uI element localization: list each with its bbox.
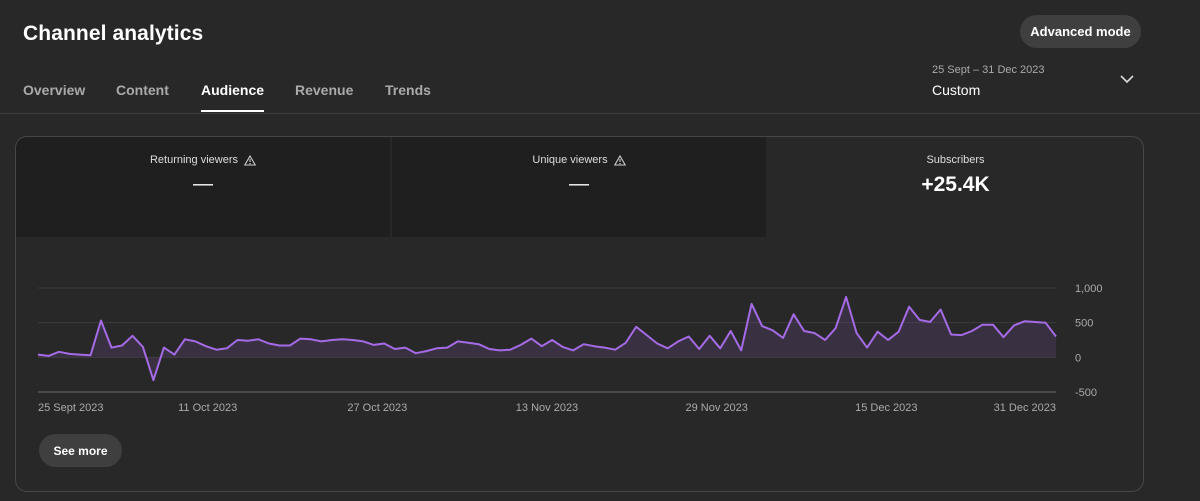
- page-title: Channel analytics: [23, 22, 204, 45]
- tab-content[interactable]: Content: [116, 82, 169, 98]
- tab-audience[interactable]: Audience: [201, 82, 265, 112]
- date-range-picker[interactable]: 25 Sept – 31 Dec 2023 Custom: [932, 64, 1142, 104]
- metric-returning-viewers[interactable]: Returning viewers —: [16, 137, 390, 237]
- x-tick-label: 29 Nov 2023: [685, 402, 747, 414]
- y-tick-label: 0: [1075, 352, 1081, 364]
- tab-trends[interactable]: Trends: [385, 82, 431, 98]
- metric-unique-viewers[interactable]: Unique viewers —: [392, 137, 766, 237]
- y-tick-label: 500: [1075, 318, 1093, 330]
- metric-label: Unique viewers: [532, 154, 608, 166]
- metric-label: Returning viewers: [149, 154, 239, 166]
- tab-overview[interactable]: Overview: [23, 82, 86, 98]
- tab-revenue[interactable]: Revenue: [295, 82, 354, 98]
- tab-divider: [0, 113, 1200, 114]
- x-tick-label: 25 Sept 2023: [38, 402, 103, 414]
- metric-label: Subscribers: [926, 154, 985, 166]
- date-range-preset: Custom: [932, 82, 981, 98]
- advanced-mode-button[interactable]: Advanced mode: [1020, 15, 1141, 48]
- x-tick-label: 27 Oct 2023: [347, 402, 407, 414]
- metric-value: +25.4K: [921, 173, 990, 196]
- metric-value: —: [569, 173, 589, 195]
- y-tick-label: -500: [1075, 387, 1097, 399]
- x-tick-label: 15 Dec 2023: [855, 402, 917, 414]
- x-tick-label: 11 Oct 2023: [178, 402, 237, 414]
- x-tick-label: 13 Nov 2023: [516, 402, 578, 414]
- x-tick-label: 31 Dec 2023: [994, 402, 1056, 414]
- warning-icon: [613, 154, 626, 166]
- series-area: [38, 297, 1056, 381]
- metric-subscribers[interactable]: Subscribers +25.4K: [768, 137, 1143, 237]
- analytics-card: Returning viewers — Unique viewers — Sub…: [15, 136, 1144, 492]
- subscribers-chart: 1,000 500 0 -500 25 Sept 2023 11 Oct 2023 27 O…: [37, 283, 1103, 414]
- see-more-button[interactable]: See more: [39, 434, 122, 467]
- chevron-down-icon: [1120, 75, 1134, 84]
- y-tick-label: 1,000: [1075, 283, 1103, 295]
- series-line: [37, 296, 1057, 382]
- metric-value: —: [193, 173, 213, 195]
- warning-icon: [244, 154, 257, 166]
- date-range-text: 25 Sept – 31 Dec 2023: [932, 64, 1045, 76]
